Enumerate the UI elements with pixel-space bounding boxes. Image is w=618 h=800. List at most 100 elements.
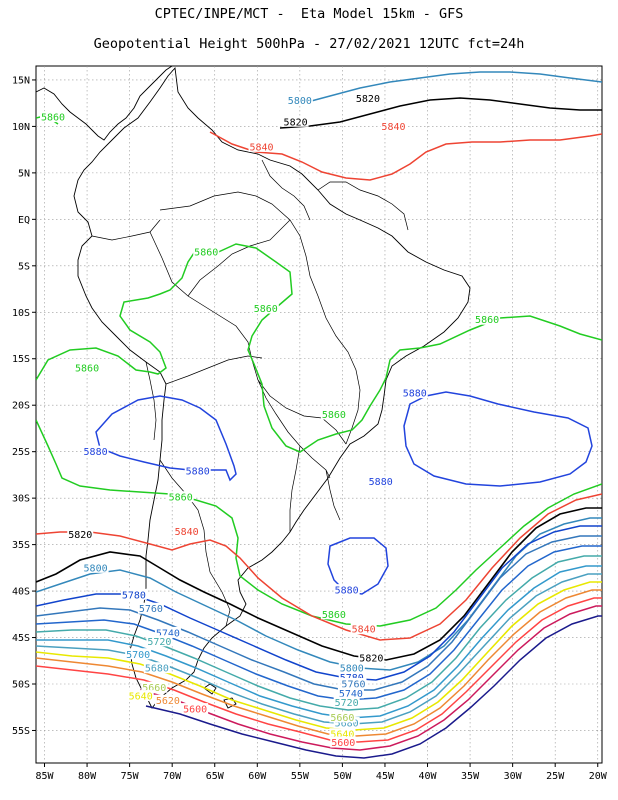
contour-label-bg [401, 387, 428, 399]
contour-label: 5860 [41, 113, 65, 124]
coastlines [36, 66, 471, 709]
contour-label-bg [184, 465, 211, 477]
contour-labels: 5820582058005840584058605860586058605860… [40, 92, 501, 749]
tick-label-lon: 35W [461, 771, 480, 782]
tick-label-lon: 75W [121, 771, 140, 782]
contour-label-bg [248, 140, 275, 152]
chart-title-line1: CPTEC/INPE/MCT - Eta Model 15km - GFS [154, 6, 464, 22]
tick-label-lat: 15S [12, 354, 30, 365]
contour-label: 5860 [475, 315, 499, 326]
contour-label: 5880 [403, 389, 427, 400]
contour-label-bg [167, 491, 194, 503]
contour-label: 5640 [330, 730, 354, 741]
contour-label-bg [282, 115, 309, 127]
contour-label-bg [173, 525, 200, 537]
contour-label-bg [358, 651, 385, 663]
contour-label: 5880 [335, 586, 359, 597]
contour-label: 5820 [68, 530, 92, 541]
tick-label-lat: 15N [12, 75, 30, 86]
contour-label: 5660 [142, 683, 166, 694]
tick-label-lon: 20W [589, 771, 608, 782]
contour-label: 5620 [156, 696, 180, 707]
contour-label: 5860 [322, 610, 346, 621]
contour-label: 5860 [194, 247, 218, 258]
contour-label-bg [154, 694, 181, 706]
contour-5600 [139, 605, 602, 751]
contour-label-bg [125, 648, 152, 660]
plot-frame [35, 65, 603, 764]
contour-label-bg [330, 736, 357, 748]
tick-label-lat: 5S [18, 261, 30, 272]
contour-label-bg [193, 245, 220, 257]
tick-label-lon: 80W [78, 771, 97, 782]
axis-ticks: 85W 80W 75W 70W 65W 60W 55W 50W 45W 40W 35W 30W 25W 2… [12, 75, 608, 782]
tick-label-lon: 50W [333, 771, 352, 782]
contour-label-bg [329, 711, 356, 723]
contour-5880-east [403, 391, 593, 487]
contour-label: 5860 [322, 410, 346, 421]
contour-label-bg [143, 662, 170, 674]
contour-label-bg [338, 671, 365, 683]
contour-label: 5880 [186, 467, 210, 478]
contour-label: 5760 [341, 680, 365, 691]
tick-label-lat: EQ [18, 215, 30, 226]
contour-label: 5720 [147, 637, 171, 648]
contour-label-bg [120, 588, 147, 600]
contour-label: 5700 [126, 650, 150, 661]
contour-label-bg [354, 92, 381, 104]
tick-label-lat: 50S [12, 680, 30, 691]
contour-label: 5640 [129, 692, 153, 703]
contour-label-bg [137, 602, 164, 614]
contour-5860-south [36, 419, 602, 627]
contour-label: 5860 [75, 364, 99, 375]
central-america-coast [36, 66, 173, 141]
contour-label-bg [320, 608, 347, 620]
tick-label-lat: 55S [12, 726, 30, 737]
contour-label: 5820 [284, 117, 308, 128]
contour-label-bg [329, 728, 356, 740]
contour-5640 [36, 589, 602, 737]
tick-label-lat: 10S [12, 308, 30, 319]
contour-label-bg [74, 362, 101, 374]
contour-label: 5820 [356, 94, 380, 105]
contour-label: 5840 [381, 122, 405, 133]
contour-label-bg [40, 111, 67, 123]
tick-label-lon: 45W [376, 771, 395, 782]
contour-label-bg [182, 703, 209, 715]
contour-label: 5840 [250, 142, 274, 153]
contour-label-bg [340, 678, 367, 690]
tick-label-lon: 85W [35, 771, 54, 782]
contour-5820-north [279, 97, 602, 129]
contour-label: 5860 [254, 304, 278, 315]
contour-label: 5840 [352, 625, 376, 636]
contour-label-bg [333, 584, 360, 596]
contour-label-bg [350, 623, 377, 635]
contour-5880-central [327, 537, 389, 595]
tick-label-lon: 40W [418, 771, 437, 782]
contour-label-bg [67, 528, 94, 540]
tick-label-lat: 25S [12, 447, 30, 458]
contour-label: 5680 [145, 664, 169, 675]
contour-label: 5660 [330, 713, 354, 724]
contour-label: 5600 [183, 705, 207, 716]
contour-label: 5680 [335, 719, 359, 730]
contour-label: 5820 [359, 653, 383, 664]
tick-label-lat: 40S [12, 587, 30, 598]
contour-label: 5780 [122, 590, 146, 601]
contour-label-bg [82, 445, 109, 457]
contour-label-bg [333, 696, 360, 708]
contour-label: 5860 [169, 493, 193, 504]
tick-label-lat: 10N [12, 122, 30, 133]
tick-label-lon: 60W [248, 771, 267, 782]
contour-label: 5760 [139, 604, 163, 615]
contour-label-bg [154, 626, 181, 638]
south-america-coast [73, 66, 471, 709]
contour-label: 5720 [335, 698, 359, 709]
contour-label-bg [337, 687, 364, 699]
contour-5800-north [299, 71, 602, 105]
contour-5840-south [36, 493, 602, 641]
contour-label: 5600 [331, 738, 355, 749]
contour-5820-south [36, 507, 602, 661]
contour-5840-north [209, 131, 602, 181]
contour-label-bg [333, 717, 360, 729]
